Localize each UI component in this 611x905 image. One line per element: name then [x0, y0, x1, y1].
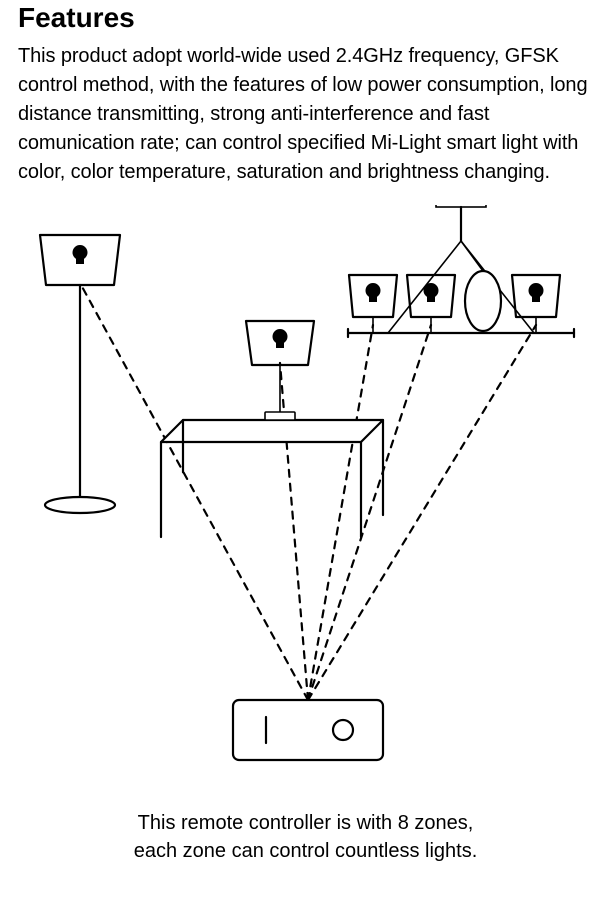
caption-line-1: This remote controller is with 8 zones, [138, 812, 474, 834]
diagram-caption: This remote controller is with 8 zones, … [18, 809, 593, 865]
lamp-remote-diagram [18, 205, 593, 795]
features-paragraph: This product adopt world-wide used 2.4GH… [18, 42, 593, 187]
caption-line-2: each zone can control countless lights. [134, 840, 478, 862]
features-heading: Features [18, 0, 593, 34]
features-diagram [18, 205, 593, 795]
